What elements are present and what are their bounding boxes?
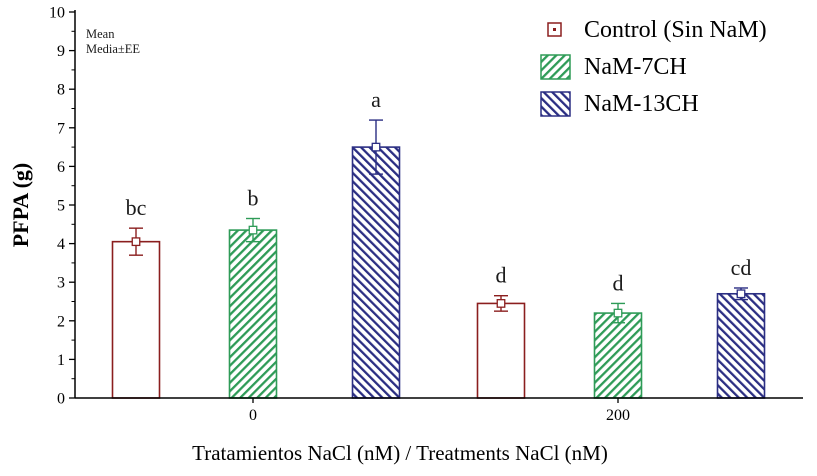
legend: Control (Sin NaM) NaM-7CH NaM-13CH	[540, 15, 767, 126]
y-tick-label: 5	[57, 198, 65, 215]
y-tick-label: 8	[57, 82, 65, 99]
legend-swatch	[540, 91, 571, 117]
mean-annotation-line2: Media±EE	[86, 42, 141, 56]
bar-series2-group1	[228, 229, 278, 399]
legend-row-3: NaM-13CH	[540, 89, 767, 119]
legend-row-1: Control (Sin NaM)	[540, 15, 767, 45]
mean-marker	[131, 237, 141, 247]
mean-annotation-line1: Mean	[86, 27, 115, 41]
y-tick-label: 6	[57, 159, 65, 176]
legend-label: Control (Sin NaM)	[584, 16, 767, 43]
mean-marker	[613, 308, 623, 318]
bar-series1-group2	[476, 302, 526, 399]
y-tick-label: 3	[57, 275, 65, 292]
legend-swatch	[540, 54, 571, 80]
bar-series3-group1	[351, 146, 401, 399]
legend-row-2: NaM-7CH	[540, 52, 767, 82]
y-tick-label: 10	[49, 5, 65, 22]
bar-series1-group1	[111, 240, 161, 399]
y-tick-label: 2	[57, 313, 65, 330]
legend-label: NaM-7CH	[584, 53, 687, 80]
mean-annotation: Mean Media±EE	[86, 27, 140, 57]
significance-letter: bc	[126, 195, 147, 220]
y-tick-label: 9	[57, 43, 65, 60]
y-tick-label: 7	[57, 120, 65, 137]
legend-swatch	[547, 22, 562, 37]
significance-letter: cd	[731, 255, 752, 280]
x-tick-label: 0	[249, 407, 257, 424]
x-axis-title: Tratamientos NaCl (nM) / Treatments NaCl…	[192, 441, 608, 465]
significance-letter: d	[613, 270, 624, 295]
mean-marker	[736, 289, 746, 299]
bar-series3-group2	[716, 292, 766, 399]
legend-label: NaM-13CH	[584, 90, 699, 117]
mean-marker	[248, 225, 258, 235]
y-tick-label: 4	[57, 236, 65, 253]
significance-letter: a	[371, 87, 381, 112]
mean-marker	[371, 142, 381, 152]
y-tick-label: 0	[57, 391, 65, 408]
y-axis-title: PFPA (g)	[8, 162, 33, 248]
mean-marker	[496, 299, 506, 308]
bar-series2-group2	[593, 312, 643, 399]
y-tick-label: 1	[57, 352, 65, 369]
significance-letter: d	[496, 263, 507, 288]
x-tick-label: 200	[606, 407, 630, 424]
significance-letter: b	[248, 186, 259, 211]
